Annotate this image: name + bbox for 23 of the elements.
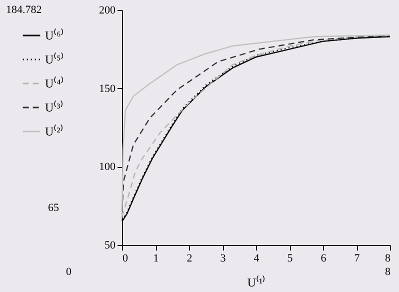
- x-tick-label: 7: [354, 252, 360, 264]
- x-axis-title: U⁽¹⁾: [247, 276, 266, 290]
- legend-label: U⁽⁵⁾: [45, 52, 64, 66]
- text: 65: [48, 202, 59, 214]
- text: 8: [385, 266, 390, 278]
- x-tick-label: 8: [385, 252, 391, 264]
- legend-label: U⁽⁶⁾: [45, 28, 64, 42]
- x-tick-label: 5: [287, 252, 294, 264]
- x-tick-label: 2: [186, 252, 192, 264]
- legend-label: U⁽²⁾: [45, 124, 64, 138]
- legend-label: U⁽⁴⁾: [45, 76, 64, 90]
- x-tick-label: 0: [122, 252, 128, 264]
- y-tick-label: 150: [99, 82, 116, 95]
- y-tick-label: 100: [99, 161, 116, 174]
- y-tick-label: 50: [104, 240, 116, 252]
- text: 184.782: [6, 4, 42, 16]
- legend-label: U⁽³⁾: [45, 100, 64, 114]
- x-tick-label: 4: [254, 252, 260, 264]
- text: 0: [66, 266, 72, 278]
- x-tick-label: 1: [153, 252, 159, 264]
- x-tick-label: 6: [320, 252, 327, 264]
- x-tick-label: 3: [220, 252, 226, 264]
- y-tick-label: 200: [99, 4, 116, 16]
